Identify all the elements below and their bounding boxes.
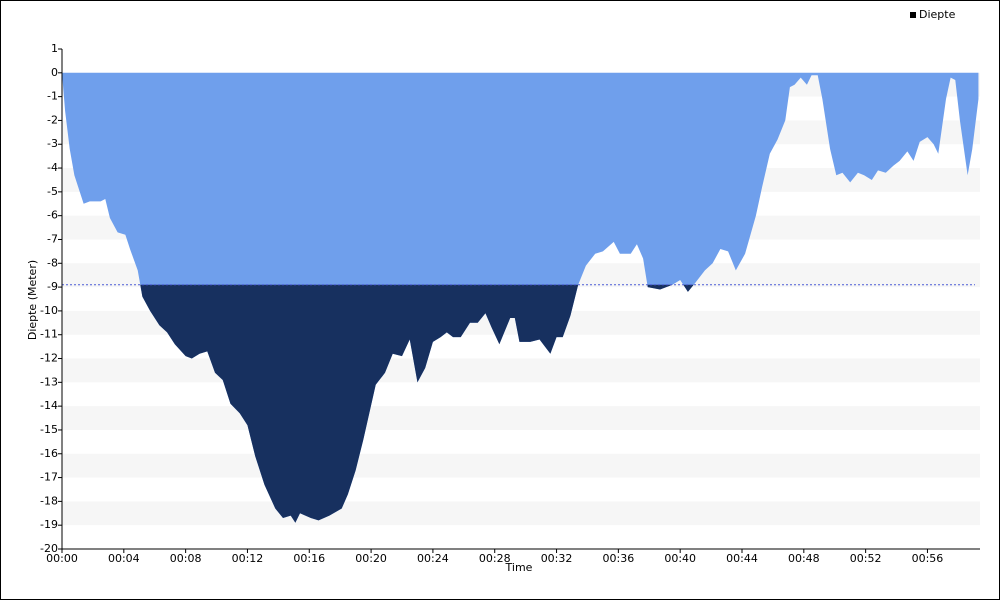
x-tick-label: 00:32	[541, 552, 573, 565]
legend-label: Diepte	[919, 8, 956, 21]
x-tick-label: 00:04	[108, 552, 140, 565]
x-tick-label: 00:28	[479, 552, 511, 565]
grid-band	[62, 501, 980, 526]
x-tick-label: 00:44	[726, 552, 758, 565]
legend-marker	[910, 12, 916, 18]
x-tick-label: 00:08	[170, 552, 202, 565]
y-tick-label: -8	[47, 256, 58, 269]
y-tick-label: -12	[40, 352, 58, 365]
y-tick-label: -10	[40, 304, 58, 317]
x-tick-label: 00:00	[46, 552, 78, 565]
y-tick-label: -15	[40, 423, 58, 436]
y-tick-label: -1	[47, 90, 58, 103]
grid-band	[62, 358, 980, 383]
plot	[62, 72, 979, 523]
y-tick-label: -13	[40, 375, 58, 388]
y-tick-label: -5	[47, 185, 58, 198]
y-tick-label: -4	[47, 161, 58, 174]
x-tick-label: 00:56	[912, 552, 944, 565]
grid-band	[62, 406, 980, 430]
y-tick-label: -7	[47, 232, 58, 245]
y-tick-label: -18	[40, 494, 58, 507]
y-tick-label: -16	[40, 447, 58, 460]
y-tick-label: -6	[47, 209, 58, 222]
y-tick-label: 0	[51, 66, 58, 79]
y-tick-label: -14	[40, 399, 58, 412]
y-tick-label: -3	[47, 137, 58, 150]
grid-band	[62, 453, 980, 478]
y-axis-label: Diepte (Meter)	[26, 260, 39, 340]
x-tick-label: 00:16	[293, 552, 325, 565]
y-tick-label: -11	[40, 328, 58, 341]
x-tick-label: 00:52	[850, 552, 882, 565]
y-tick-label: -17	[40, 471, 58, 484]
y-tick-label: -19	[40, 518, 58, 531]
y-tick-label: -20	[40, 542, 58, 555]
x-tick-label: 00:40	[664, 552, 696, 565]
x-tick-label: 00:20	[355, 552, 387, 565]
area-below-threshold	[140, 284, 694, 523]
x-axis-label: Time	[505, 561, 533, 574]
x-tick-label: 00:48	[788, 552, 820, 565]
y-tick-label: -2	[47, 113, 58, 126]
y-tick-label: -9	[47, 280, 58, 293]
x-tick-label: 00:12	[232, 552, 264, 565]
x-tick-label: 00:24	[417, 552, 449, 565]
x-tick-label: 00:36	[603, 552, 635, 565]
y-tick-label: 1	[51, 42, 58, 55]
